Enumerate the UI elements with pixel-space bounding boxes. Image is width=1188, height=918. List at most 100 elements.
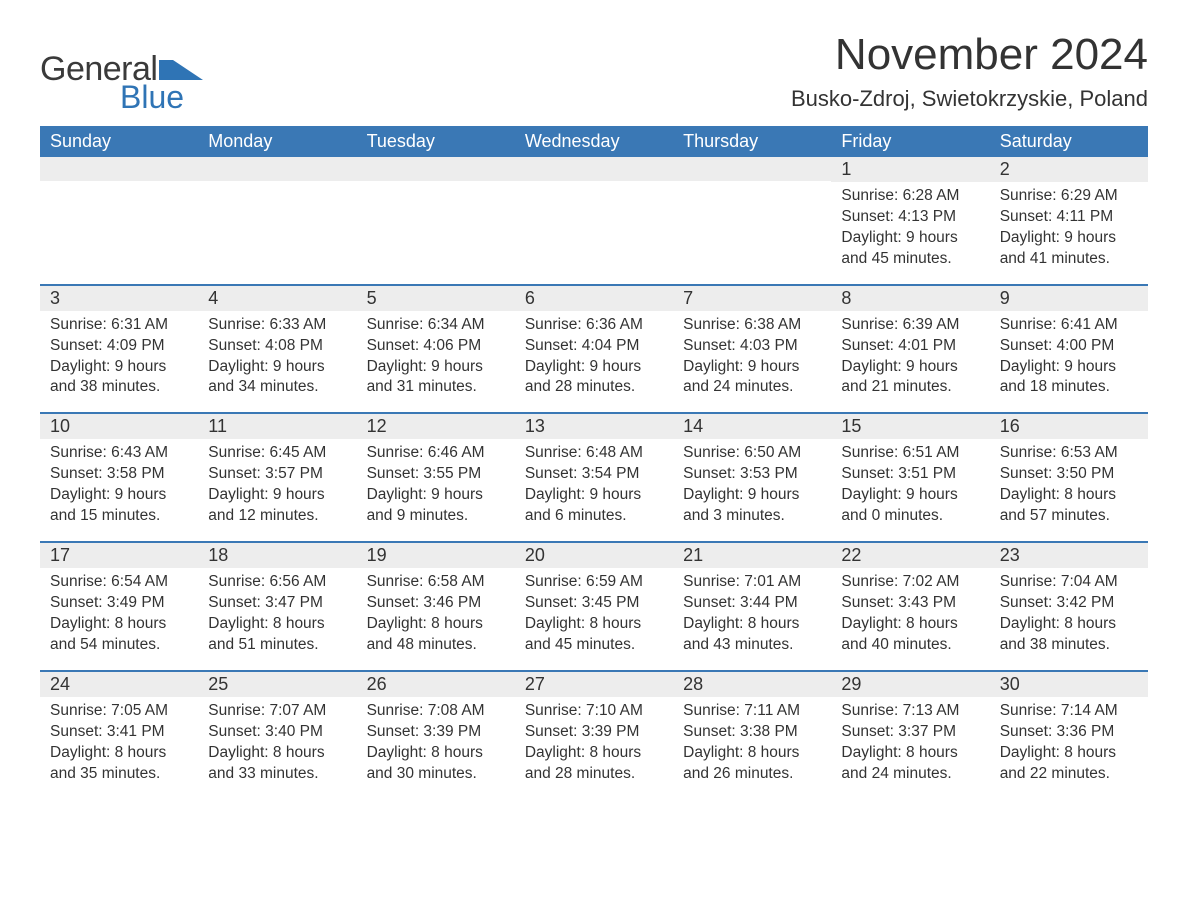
sunrise-text: Sunrise: 6:58 AM <box>367 572 505 593</box>
day-cell: 28Sunrise: 7:11 AMSunset: 3:38 PMDayligh… <box>673 672 831 799</box>
daylight-text: Daylight: 8 hours and 22 minutes. <box>1000 743 1138 785</box>
day-details: Sunrise: 6:50 AMSunset: 3:53 PMDaylight:… <box>673 439 831 527</box>
sunset-text: Sunset: 3:41 PM <box>50 722 188 743</box>
daylight-text: Daylight: 8 hours and 30 minutes. <box>367 743 505 785</box>
daylight-text: Daylight: 9 hours and 18 minutes. <box>1000 357 1138 399</box>
day-number: 18 <box>198 543 356 568</box>
daylight-text: Daylight: 8 hours and 35 minutes. <box>50 743 188 785</box>
day-cell: 21Sunrise: 7:01 AMSunset: 3:44 PMDayligh… <box>673 543 831 670</box>
sunset-text: Sunset: 3:43 PM <box>841 593 979 614</box>
day-cell: 19Sunrise: 6:58 AMSunset: 3:46 PMDayligh… <box>357 543 515 670</box>
page-header: General Blue November 2024 Busko-Zdroj, … <box>40 30 1148 116</box>
location-line: Busko-Zdroj, Swietokrzyskie, Poland <box>791 86 1148 112</box>
sunset-text: Sunset: 3:58 PM <box>50 464 188 485</box>
sunset-text: Sunset: 4:09 PM <box>50 336 188 357</box>
day-number: 16 <box>990 414 1148 439</box>
day-details: Sunrise: 6:46 AMSunset: 3:55 PMDaylight:… <box>357 439 515 527</box>
daylight-text: Daylight: 8 hours and 33 minutes. <box>208 743 346 785</box>
daylight-text: Daylight: 8 hours and 38 minutes. <box>1000 614 1138 656</box>
day-number: 1 <box>831 157 989 182</box>
day-cell: 16Sunrise: 6:53 AMSunset: 3:50 PMDayligh… <box>990 414 1148 541</box>
day-number: 29 <box>831 672 989 697</box>
sunset-text: Sunset: 3:46 PM <box>367 593 505 614</box>
day-details: Sunrise: 6:38 AMSunset: 4:03 PMDaylight:… <box>673 311 831 399</box>
daylight-text: Daylight: 8 hours and 51 minutes. <box>208 614 346 656</box>
sunrise-text: Sunrise: 6:29 AM <box>1000 186 1138 207</box>
sunrise-text: Sunrise: 6:45 AM <box>208 443 346 464</box>
day-cell: 11Sunrise: 6:45 AMSunset: 3:57 PMDayligh… <box>198 414 356 541</box>
day-number: 9 <box>990 286 1148 311</box>
day-details: Sunrise: 7:10 AMSunset: 3:39 PMDaylight:… <box>515 697 673 785</box>
day-number: 27 <box>515 672 673 697</box>
sunrise-text: Sunrise: 6:46 AM <box>367 443 505 464</box>
sunrise-text: Sunrise: 7:10 AM <box>525 701 663 722</box>
sunrise-text: Sunrise: 7:02 AM <box>841 572 979 593</box>
weekday-header: Monday <box>198 126 356 157</box>
sunset-text: Sunset: 3:36 PM <box>1000 722 1138 743</box>
title-block: November 2024 Busko-Zdroj, Swietokrzyski… <box>791 30 1148 112</box>
day-cell <box>40 157 198 284</box>
sunrise-text: Sunrise: 6:31 AM <box>50 315 188 336</box>
day-number <box>673 157 831 181</box>
day-cell: 20Sunrise: 6:59 AMSunset: 3:45 PMDayligh… <box>515 543 673 670</box>
sunrise-text: Sunrise: 7:07 AM <box>208 701 346 722</box>
sunset-text: Sunset: 4:06 PM <box>367 336 505 357</box>
sunset-text: Sunset: 3:45 PM <box>525 593 663 614</box>
day-number: 3 <box>40 286 198 311</box>
daylight-text: Daylight: 9 hours and 6 minutes. <box>525 485 663 527</box>
day-number: 10 <box>40 414 198 439</box>
sunset-text: Sunset: 3:57 PM <box>208 464 346 485</box>
day-details: Sunrise: 6:29 AMSunset: 4:11 PMDaylight:… <box>990 182 1148 270</box>
sunrise-text: Sunrise: 7:01 AM <box>683 572 821 593</box>
daylight-text: Daylight: 9 hours and 31 minutes. <box>367 357 505 399</box>
day-details: Sunrise: 7:05 AMSunset: 3:41 PMDaylight:… <box>40 697 198 785</box>
day-number: 6 <box>515 286 673 311</box>
day-details: Sunrise: 7:04 AMSunset: 3:42 PMDaylight:… <box>990 568 1148 656</box>
sunset-text: Sunset: 3:37 PM <box>841 722 979 743</box>
day-details: Sunrise: 6:34 AMSunset: 4:06 PMDaylight:… <box>357 311 515 399</box>
daylight-text: Daylight: 9 hours and 41 minutes. <box>1000 228 1138 270</box>
day-number: 30 <box>990 672 1148 697</box>
day-cell: 13Sunrise: 6:48 AMSunset: 3:54 PMDayligh… <box>515 414 673 541</box>
day-cell: 10Sunrise: 6:43 AMSunset: 3:58 PMDayligh… <box>40 414 198 541</box>
sunset-text: Sunset: 3:55 PM <box>367 464 505 485</box>
day-cell: 5Sunrise: 6:34 AMSunset: 4:06 PMDaylight… <box>357 286 515 413</box>
day-number: 25 <box>198 672 356 697</box>
day-details: Sunrise: 7:08 AMSunset: 3:39 PMDaylight:… <box>357 697 515 785</box>
day-cell: 2Sunrise: 6:29 AMSunset: 4:11 PMDaylight… <box>990 157 1148 284</box>
day-number: 12 <box>357 414 515 439</box>
day-cell <box>673 157 831 284</box>
weekday-header: Wednesday <box>515 126 673 157</box>
day-number: 21 <box>673 543 831 568</box>
day-details: Sunrise: 6:39 AMSunset: 4:01 PMDaylight:… <box>831 311 989 399</box>
day-cell: 7Sunrise: 6:38 AMSunset: 4:03 PMDaylight… <box>673 286 831 413</box>
sunset-text: Sunset: 3:39 PM <box>525 722 663 743</box>
day-number: 24 <box>40 672 198 697</box>
day-cell: 24Sunrise: 7:05 AMSunset: 3:41 PMDayligh… <box>40 672 198 799</box>
daylight-text: Daylight: 9 hours and 0 minutes. <box>841 485 979 527</box>
day-cell: 27Sunrise: 7:10 AMSunset: 3:39 PMDayligh… <box>515 672 673 799</box>
sunrise-text: Sunrise: 6:59 AM <box>525 572 663 593</box>
day-cell: 1Sunrise: 6:28 AMSunset: 4:13 PMDaylight… <box>831 157 989 284</box>
day-details: Sunrise: 6:58 AMSunset: 3:46 PMDaylight:… <box>357 568 515 656</box>
day-number: 7 <box>673 286 831 311</box>
sunrise-text: Sunrise: 7:08 AM <box>367 701 505 722</box>
day-details: Sunrise: 6:53 AMSunset: 3:50 PMDaylight:… <box>990 439 1148 527</box>
sunrise-text: Sunrise: 7:14 AM <box>1000 701 1138 722</box>
daylight-text: Daylight: 9 hours and 38 minutes. <box>50 357 188 399</box>
sunrise-text: Sunrise: 6:56 AM <box>208 572 346 593</box>
sunset-text: Sunset: 3:51 PM <box>841 464 979 485</box>
daylight-text: Daylight: 9 hours and 9 minutes. <box>367 485 505 527</box>
day-number <box>198 157 356 181</box>
sunrise-text: Sunrise: 6:36 AM <box>525 315 663 336</box>
day-details: Sunrise: 6:51 AMSunset: 3:51 PMDaylight:… <box>831 439 989 527</box>
day-details: Sunrise: 6:45 AMSunset: 3:57 PMDaylight:… <box>198 439 356 527</box>
day-number: 28 <box>673 672 831 697</box>
day-details: Sunrise: 6:54 AMSunset: 3:49 PMDaylight:… <box>40 568 198 656</box>
sunset-text: Sunset: 3:40 PM <box>208 722 346 743</box>
week-row: 24Sunrise: 7:05 AMSunset: 3:41 PMDayligh… <box>40 670 1148 799</box>
sunset-text: Sunset: 3:47 PM <box>208 593 346 614</box>
sunrise-text: Sunrise: 6:41 AM <box>1000 315 1138 336</box>
daylight-text: Daylight: 8 hours and 28 minutes. <box>525 743 663 785</box>
day-details: Sunrise: 6:59 AMSunset: 3:45 PMDaylight:… <box>515 568 673 656</box>
